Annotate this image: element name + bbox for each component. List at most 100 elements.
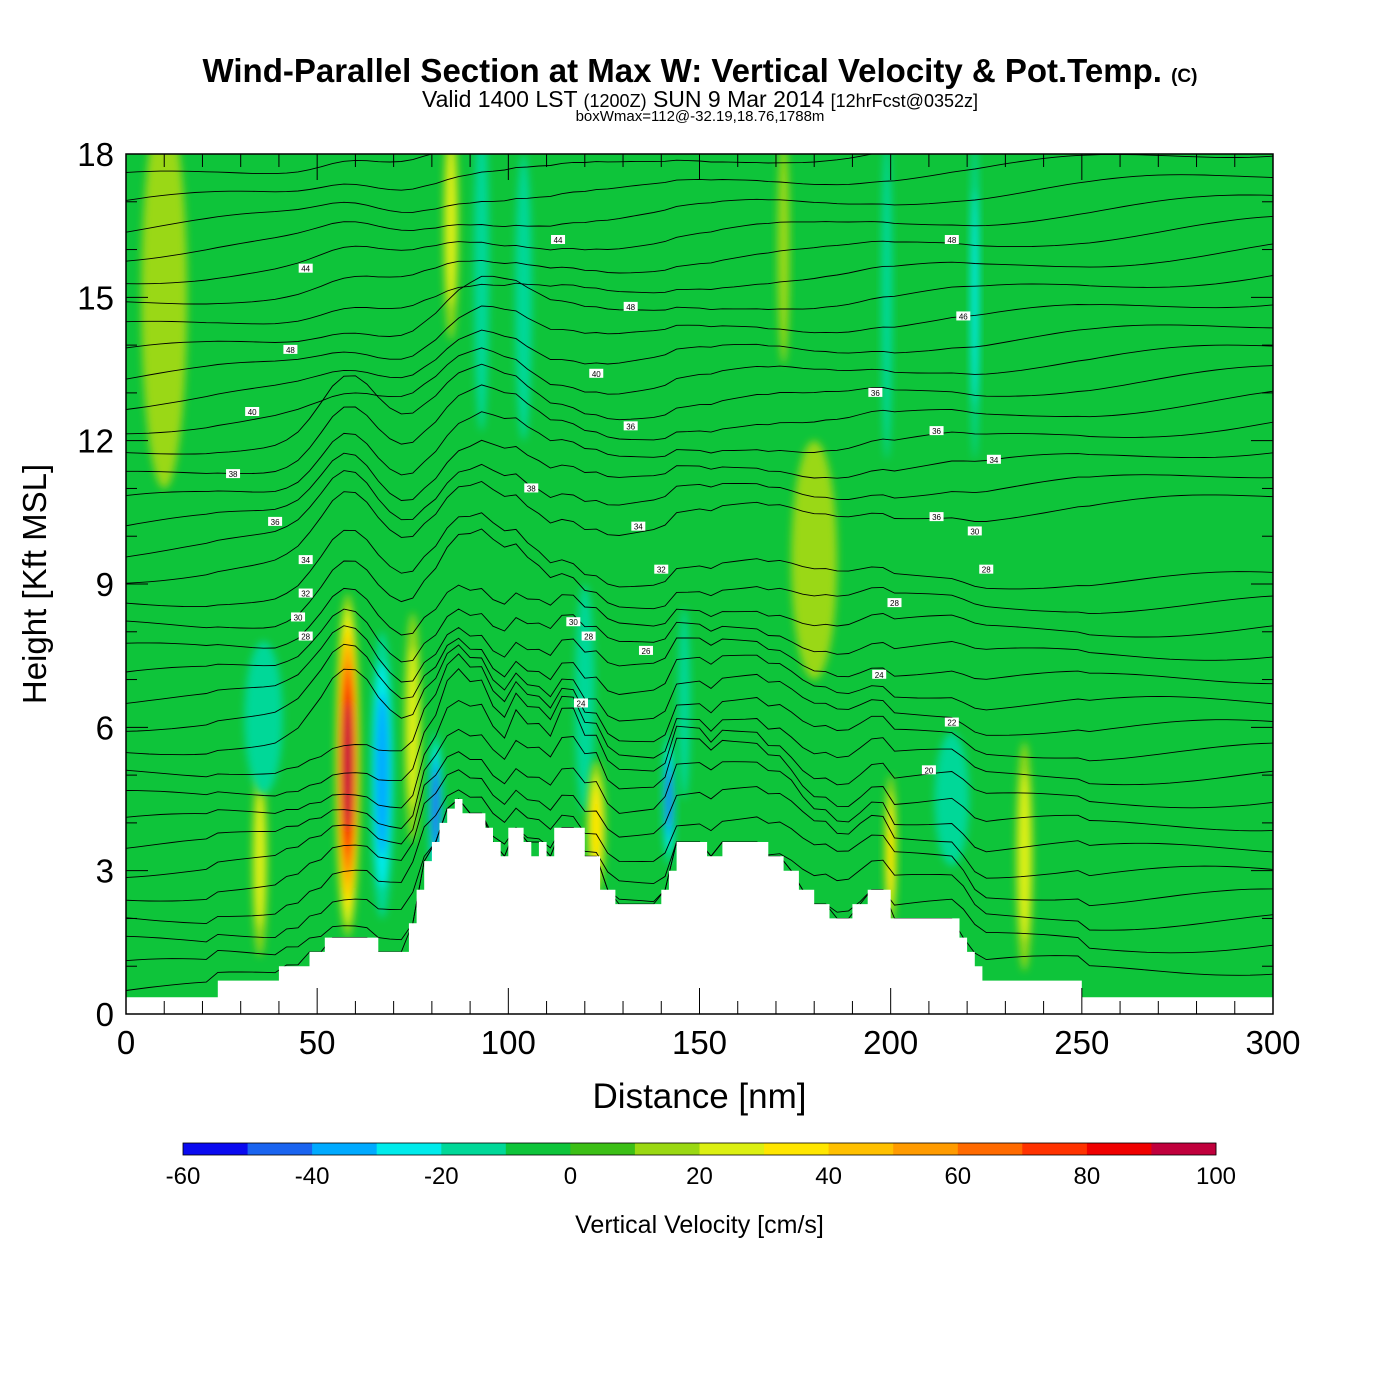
theta-contour-label: 48 (283, 344, 298, 355)
w-contour-band (591, 789, 602, 866)
chart-title: Wind-Parallel Section at Max W: Vertical… (202, 52, 1198, 89)
x-tick-label: 300 (1245, 1024, 1300, 1061)
theta-label-box (929, 426, 944, 436)
theta-label-text: 28 (584, 633, 593, 642)
theta-contour-line (126, 668, 1273, 797)
theta-contour-line (126, 481, 1273, 584)
theta-label-text: 28 (301, 633, 310, 642)
theta-contour-label: 28 (887, 598, 902, 608)
theta-contour-label: 36 (623, 421, 638, 431)
theta-contour-label: 24 (573, 698, 588, 708)
theta-contour-label: 28 (581, 631, 596, 642)
w-contour-band (375, 693, 389, 858)
theta-label-box (298, 555, 313, 565)
theta-contour-line (126, 699, 1273, 818)
theta-contour-line (126, 243, 1273, 325)
x-tick-label: 50 (299, 1024, 336, 1061)
w-feature-11 (777, 154, 790, 365)
theta-label-text: 24 (577, 699, 586, 708)
theta-label-text: 46 (959, 312, 968, 321)
theta-contour-label: 30 (291, 612, 306, 622)
theta-label-box (872, 669, 887, 679)
theta-contour-label: 46 (956, 311, 971, 321)
theta-label-text: 26 (642, 647, 651, 656)
theta-label-text: 34 (989, 456, 998, 465)
theta-contour-line (126, 584, 1273, 649)
y-tick-label: 3 (96, 853, 114, 890)
theta-contour-label: 36 (929, 512, 944, 522)
theta-label-box (245, 407, 260, 416)
theta-contour-label: 36 (929, 426, 944, 436)
theta-label-text: 28 (982, 566, 991, 575)
colorbar-tick-label: -40 (295, 1163, 330, 1190)
theta-label-text: 44 (554, 236, 563, 245)
w-contour-band (1018, 772, 1031, 941)
theta-label-text: 30 (294, 613, 303, 622)
colorbar-segment (828, 1143, 894, 1155)
theta-label-text: 22 (947, 719, 956, 728)
theta-label-text: 38 (527, 484, 536, 493)
w-contour-band (881, 154, 893, 460)
theta-contour-label: 40 (245, 407, 260, 417)
y-tick-label: 0 (96, 996, 114, 1033)
colorbar-segment (376, 1143, 442, 1155)
w-feature-1 (370, 631, 394, 919)
theta-label-text: 44 (301, 265, 310, 274)
colorbar-segment (764, 1143, 830, 1155)
theta-contour-line (126, 411, 1273, 496)
colorbar-segment (1086, 1143, 1152, 1155)
w-feature-2 (404, 612, 422, 843)
theta-contour-label: 34 (986, 454, 1001, 465)
theta-contour-line (126, 194, 1273, 285)
theta-contour-label: 34 (631, 521, 646, 532)
theta-contour-line (126, 275, 1273, 349)
w-feature-19 (791, 440, 838, 680)
theta-label-box (298, 263, 313, 273)
colorbar-segment (570, 1143, 636, 1155)
theta-label-text: 24 (875, 671, 884, 680)
theta-label-text: 30 (970, 527, 979, 536)
colorbar-segment (1151, 1143, 1217, 1155)
theta-contour-label: 48 (944, 235, 959, 245)
theta-contour-line (126, 751, 1273, 878)
theta-label-text: 34 (301, 556, 310, 565)
colorbar-label: Vertical Velocity [cm/s] (575, 1211, 824, 1239)
colorbar-segment (634, 1143, 700, 1155)
theta-contour-line (126, 324, 1273, 410)
theta-label-box (268, 516, 283, 526)
theta-contour-line (126, 363, 1273, 455)
theta-contour-line (126, 439, 1273, 527)
colorbar: -60 -40 -20 0 20 40 60 80 100 Vertical Velocity [… (166, 1142, 1236, 1239)
theta-label-box (967, 526, 982, 536)
theta-contour-label: 20 (921, 765, 936, 775)
plot-area: 44 44 48 48 48 46 40 36 40 36 36 34 38 38 36 36 34 30 34 32… (126, 154, 1273, 1014)
theta-label-box (623, 301, 638, 311)
theta-contour-line (126, 608, 1273, 673)
theta-label-text: 34 (634, 523, 643, 532)
theta-contour-label: 30 (566, 617, 581, 627)
theta-label-box (638, 645, 653, 655)
y-axis-label: Height [Kft MSL] (16, 464, 53, 704)
theta-contour-label: 48 (623, 301, 638, 312)
theta-label-text: 36 (871, 389, 880, 398)
theta-label-box (566, 617, 581, 627)
w-contour-band (971, 190, 978, 405)
theta-label-text: 48 (947, 236, 956, 245)
theta-contour-line (126, 304, 1273, 380)
x-tick-label: 0 (117, 1024, 135, 1061)
theta-label-box (868, 387, 883, 397)
theta-label-box (979, 564, 994, 574)
theta-contour-label: 22 (944, 717, 959, 728)
y-tick-label: 18 (77, 136, 114, 173)
theta-label-text: 36 (271, 518, 280, 527)
w-feature-16 (1016, 741, 1033, 972)
w-contour-band (473, 154, 490, 432)
y-tick-label: 6 (96, 709, 114, 746)
theta-label-box (929, 512, 944, 522)
theta-label-box (298, 631, 313, 641)
theta-contour-line (126, 215, 1273, 305)
theta-label-text: 20 (924, 766, 933, 775)
colorbar-tick-label: -20 (424, 1163, 459, 1190)
theta-label-box (283, 344, 298, 354)
